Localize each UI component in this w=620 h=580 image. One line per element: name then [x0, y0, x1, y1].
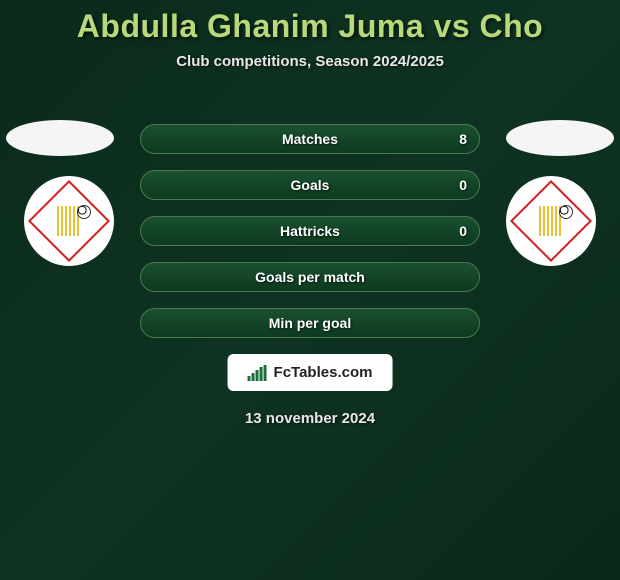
stat-label: Goals: [291, 177, 330, 193]
comparison-subtitle: Club competitions, Season 2024/2025: [0, 53, 620, 70]
stat-label: Goals per match: [255, 269, 365, 285]
stats-container: Matches 8 Goals 0 Hattricks 0 Goals per …: [140, 124, 480, 354]
player-photo-right: [506, 120, 614, 156]
stat-label: Hattricks: [280, 223, 340, 239]
stat-value-right: 0: [459, 177, 467, 193]
stat-label: Min per goal: [269, 315, 351, 331]
brand-text: FcTables.com: [274, 364, 373, 381]
stat-row-hattricks: Hattricks 0: [140, 216, 480, 246]
date-label: 13 november 2024: [0, 410, 620, 427]
comparison-title: Abdulla Ghanim Juma vs Cho: [0, 0, 620, 45]
stat-value-right: 0: [459, 223, 467, 239]
stat-row-min-per-goal: Min per goal: [140, 308, 480, 338]
stat-row-goals-per-match: Goals per match: [140, 262, 480, 292]
player-photo-left: [6, 120, 114, 156]
stat-row-goals: Goals 0: [140, 170, 480, 200]
brand-badge[interactable]: FcTables.com: [228, 354, 393, 391]
stat-row-matches: Matches 8: [140, 124, 480, 154]
stat-value-right: 8: [459, 131, 467, 147]
club-badge-right: [506, 176, 596, 266]
club-badge-left: [24, 176, 114, 266]
stat-label: Matches: [282, 131, 338, 147]
brand-chart-icon: [248, 365, 268, 381]
club-crest-left: [28, 180, 110, 262]
club-crest-right: [510, 180, 592, 262]
